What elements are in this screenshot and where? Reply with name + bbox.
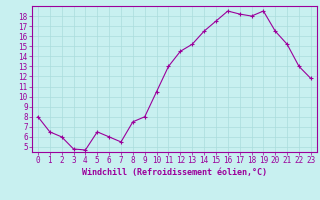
X-axis label: Windchill (Refroidissement éolien,°C): Windchill (Refroidissement éolien,°C) [82, 168, 267, 177]
